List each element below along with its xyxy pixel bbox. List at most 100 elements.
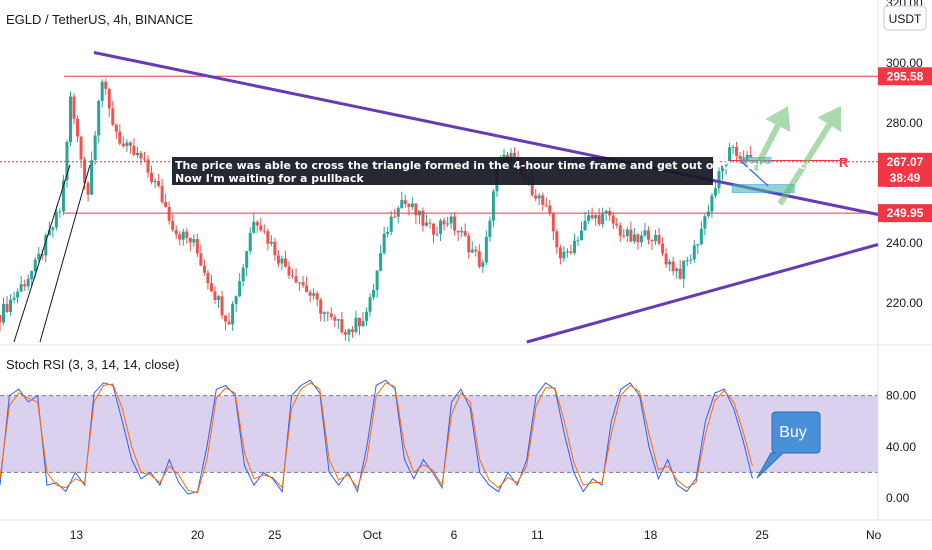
- candle-body: [44, 235, 48, 256]
- candle-body: [333, 316, 337, 321]
- candle-body: [541, 195, 545, 205]
- candle-body: [692, 245, 696, 260]
- candle-body: [639, 235, 643, 243]
- candle-body: [283, 258, 287, 267]
- candle-body: [738, 155, 742, 160]
- candle-body: [97, 100, 101, 136]
- candle-body: [192, 239, 196, 243]
- candle-body: [629, 229, 633, 242]
- price-tick-label: 240.00: [886, 236, 923, 250]
- candle-body: [477, 251, 481, 267]
- candle-body: [51, 227, 55, 230]
- candle-body: [164, 202, 168, 207]
- candle-body: [9, 299, 13, 313]
- candle-body: [195, 239, 199, 254]
- candle-body: [706, 211, 710, 217]
- note-line-2: Now I'm waiting for a pullback: [175, 172, 364, 185]
- candle-body: [618, 225, 622, 236]
- candle-body: [65, 141, 69, 181]
- candle-body: [661, 243, 665, 254]
- candle-body: [308, 292, 312, 296]
- candle-body: [23, 284, 27, 287]
- candle-body: [749, 154, 753, 158]
- candle-body: [431, 223, 435, 235]
- channel-line-left: [13, 164, 71, 343]
- indicator-title: Stoch RSI (3, 3, 14, 14, close): [6, 357, 179, 372]
- candle-body: [696, 244, 700, 246]
- candle-body: [347, 329, 351, 335]
- candle-body: [209, 283, 213, 292]
- note-annotation[interactable]: The price was able to cross the triangle…: [172, 157, 844, 185]
- candle-body: [171, 220, 175, 230]
- candle-body: [199, 253, 203, 266]
- candle-body: [449, 216, 453, 224]
- currency-label: USDT: [889, 12, 922, 26]
- candle-body: [414, 203, 418, 216]
- candle-body: [664, 253, 668, 265]
- candle-body: [142, 158, 146, 160]
- candle-body: [188, 237, 192, 243]
- time-tick-label: 13: [70, 528, 84, 542]
- candle-body: [604, 210, 608, 214]
- candle-body: [224, 315, 228, 322]
- candle-body: [470, 249, 474, 253]
- candle-body: [298, 282, 302, 284]
- candle-body: [357, 317, 361, 327]
- price-tag: [878, 67, 932, 86]
- buy-callout[interactable]: Buy: [756, 411, 821, 479]
- candle-body: [47, 229, 51, 236]
- rsi-band-fill: [0, 395, 878, 473]
- candle-body: [305, 285, 309, 293]
- currency-button[interactable]: USDT: [883, 5, 927, 31]
- candle-body: [456, 230, 460, 233]
- stoch-k-line: [0, 379, 753, 495]
- candle-body: [675, 268, 679, 272]
- candle-body: [206, 272, 210, 284]
- rsi-tick-label: 0.00: [886, 491, 910, 505]
- candle-body: [262, 230, 266, 232]
- candle-body: [513, 152, 517, 158]
- grid-layer: [0, 0, 932, 521]
- price-tick-label: 280.00: [886, 116, 923, 130]
- candle-body: [576, 240, 580, 242]
- candle-body: [336, 319, 340, 321]
- candle-body: [650, 239, 654, 242]
- candle-body: [139, 152, 143, 159]
- candle-body: [544, 204, 548, 206]
- candle-body: [699, 228, 703, 245]
- candle-body: [467, 235, 471, 253]
- candle-body: [728, 147, 732, 163]
- candle-body: [319, 299, 323, 314]
- candle-body: [255, 221, 259, 226]
- candle-body: [548, 205, 552, 213]
- candle-body: [720, 165, 724, 172]
- channel-line-right: [39, 164, 91, 343]
- candle-body: [594, 215, 598, 219]
- candle-body: [83, 159, 87, 183]
- candle-body: [340, 319, 344, 333]
- candle-body: [558, 247, 562, 259]
- candle-body: [460, 230, 464, 233]
- rsi-tick-label: 40.00: [886, 440, 916, 454]
- time-tick-label: 18: [644, 528, 658, 542]
- candle-body: [227, 321, 231, 325]
- candle-body: [174, 229, 178, 235]
- candle-body: [245, 251, 249, 268]
- candle-body: [276, 255, 280, 264]
- candle-body: [424, 222, 428, 226]
- candle-body: [294, 276, 298, 283]
- candle-body: [555, 231, 559, 248]
- candle-body: [421, 210, 425, 226]
- candle-body: [446, 223, 450, 225]
- candle-body: [5, 303, 9, 313]
- candle-body: [372, 289, 376, 298]
- candle-body: [104, 81, 108, 89]
- candle-body: [636, 234, 640, 243]
- candle-body: [668, 261, 672, 265]
- candle-body: [565, 251, 569, 253]
- candle-body: [2, 303, 6, 323]
- candle-body: [583, 220, 587, 231]
- candle-body: [157, 181, 161, 186]
